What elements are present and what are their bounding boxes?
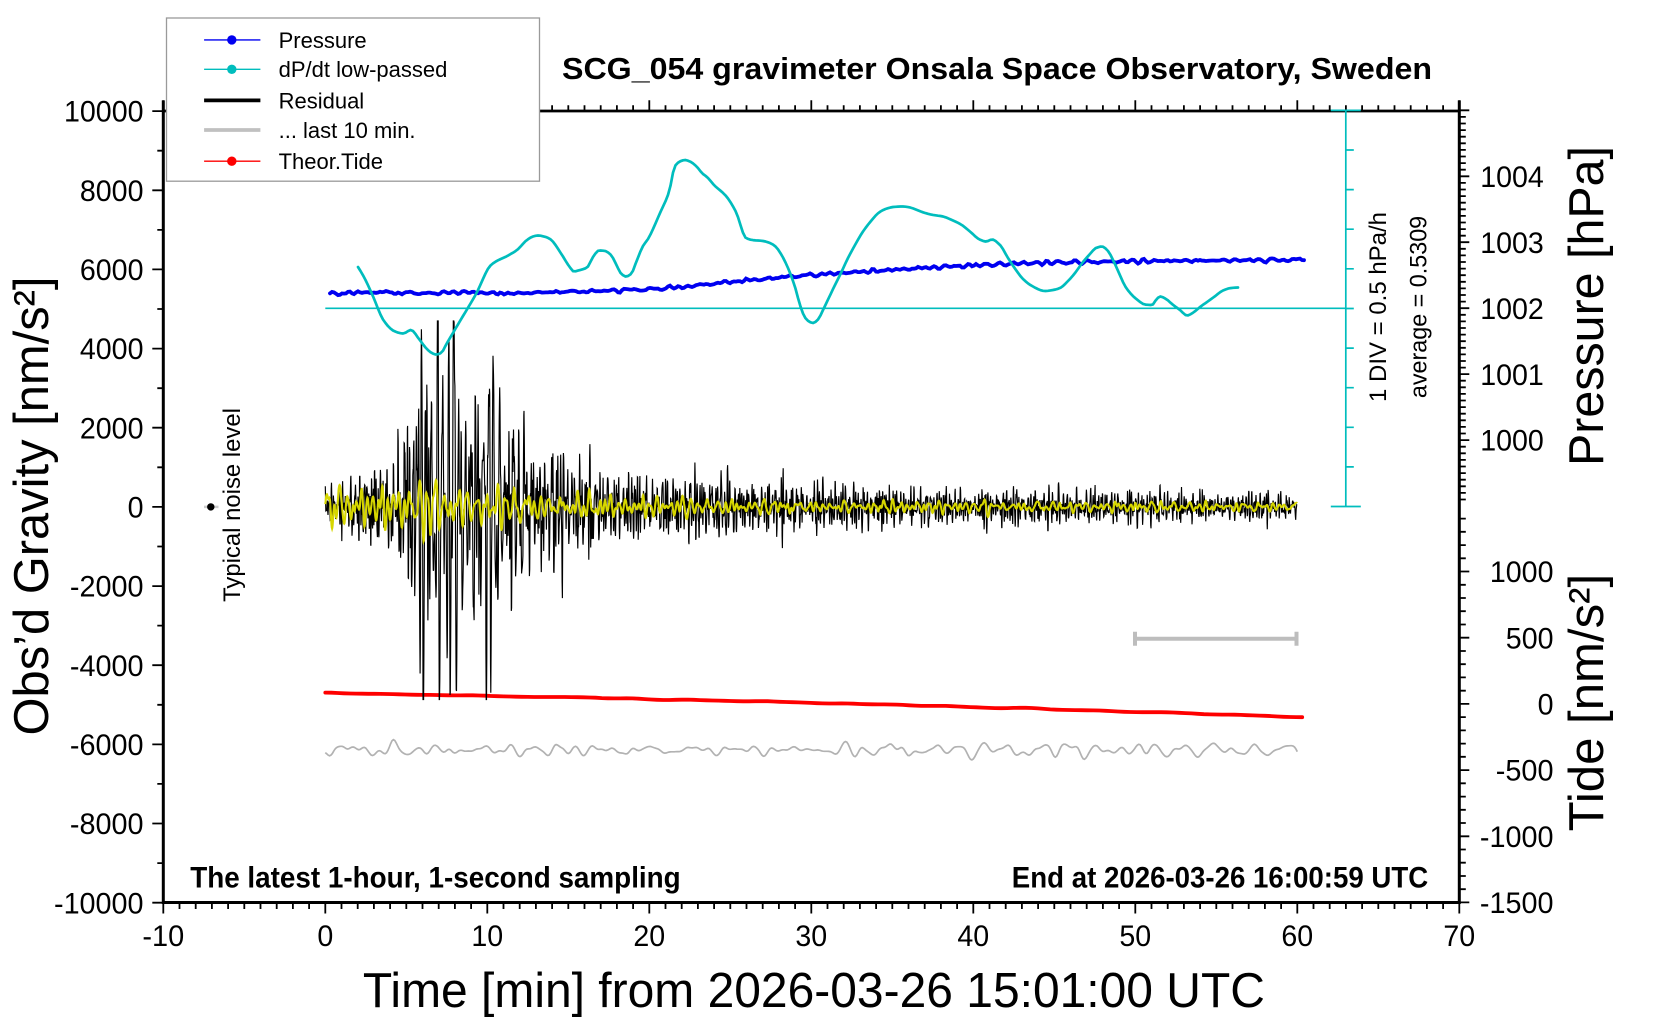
- svg-text:Tide [nm/s²]: Tide [nm/s²]: [1560, 574, 1614, 832]
- svg-text:30: 30: [795, 920, 827, 953]
- svg-text:-4000: -4000: [70, 650, 144, 683]
- svg-text:-10: -10: [142, 920, 184, 953]
- svg-text:60: 60: [1281, 920, 1313, 953]
- svg-text:average = 0.5309: average = 0.5309: [1406, 216, 1433, 398]
- svg-text:SCG_054 gravimeter Onsala Spac: SCG_054 gravimeter Onsala Space Observat…: [562, 51, 1432, 86]
- svg-text:-500: -500: [1496, 755, 1554, 788]
- svg-text:Time [min] from 2026-03-26 15:: Time [min] from 2026-03-26 15:01:00 UTC: [363, 964, 1265, 1018]
- svg-text:0: 0: [128, 492, 144, 525]
- svg-text:10000: 10000: [64, 96, 144, 129]
- svg-text:Pressure: Pressure: [279, 28, 367, 53]
- svg-text:Residual: Residual: [279, 88, 365, 113]
- svg-text:-10000: -10000: [54, 887, 144, 920]
- svg-text:0: 0: [317, 920, 333, 953]
- svg-text:10: 10: [471, 920, 503, 953]
- svg-text:1003: 1003: [1480, 227, 1544, 260]
- svg-text:20: 20: [633, 920, 665, 953]
- svg-text:1000: 1000: [1480, 425, 1544, 458]
- svg-text:-1500: -1500: [1480, 887, 1554, 920]
- svg-text:End at 2026-03-26 16:00:59 UTC: End at 2026-03-26 16:00:59 UTC: [1012, 862, 1428, 895]
- svg-text:-6000: -6000: [70, 729, 144, 762]
- svg-text:-1000: -1000: [1480, 821, 1554, 854]
- svg-text:dP/dt low-passed: dP/dt low-passed: [279, 57, 448, 82]
- svg-text:1002: 1002: [1480, 293, 1544, 326]
- svg-text:2000: 2000: [80, 412, 144, 445]
- svg-text:1000: 1000: [1490, 556, 1554, 589]
- svg-text:4000: 4000: [80, 333, 144, 366]
- svg-text:1 DIV = 0.5 hPa/h: 1 DIV = 0.5 hPa/h: [1365, 212, 1392, 402]
- svg-text:... last 10 min.: ... last 10 min.: [279, 118, 416, 143]
- svg-text:50: 50: [1119, 920, 1151, 953]
- svg-text:The latest 1-hour, 1-second sa: The latest 1-hour, 1-second sampling: [190, 862, 681, 895]
- svg-text:500: 500: [1506, 622, 1554, 655]
- svg-text:40: 40: [957, 920, 989, 953]
- svg-text:Theor.Tide: Theor.Tide: [279, 149, 383, 174]
- svg-text:-2000: -2000: [70, 571, 144, 604]
- svg-text:-8000: -8000: [70, 808, 144, 841]
- svg-text:1001: 1001: [1480, 359, 1544, 392]
- svg-text:0: 0: [1538, 689, 1554, 722]
- svg-text:Pressure [hPa]: Pressure [hPa]: [1560, 146, 1614, 466]
- svg-text:Typical noise level: Typical noise level: [219, 408, 246, 602]
- svg-text:70: 70: [1443, 920, 1475, 953]
- svg-text:8000: 8000: [80, 175, 144, 208]
- svg-text:6000: 6000: [80, 254, 144, 287]
- svg-text:1004: 1004: [1480, 161, 1544, 194]
- svg-text:Obs’d Gravity [nm/s²]: Obs’d Gravity [nm/s²]: [5, 277, 59, 736]
